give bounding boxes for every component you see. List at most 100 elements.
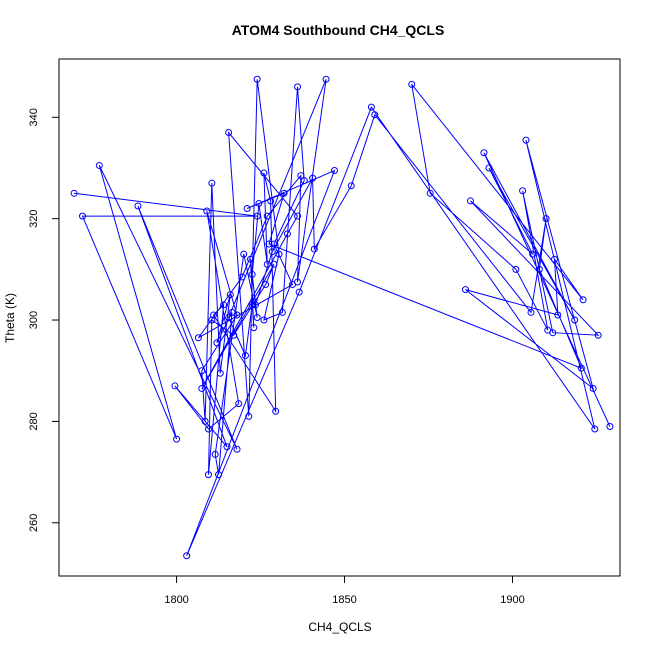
data-point: [194, 334, 202, 342]
data-point: [204, 471, 212, 479]
data-point: [235, 400, 243, 408]
data-point: [272, 407, 280, 415]
x-tick-label: 1850: [332, 594, 356, 606]
data-point: [250, 324, 258, 332]
data-point: [201, 417, 209, 425]
data-point: [211, 450, 219, 458]
data-point: [225, 314, 233, 321]
y-tick-label: 300: [28, 311, 40, 329]
series-layer: [70, 75, 614, 560]
data-point: [294, 212, 302, 220]
chart-title: ATOM4 Southbound CH4_QCLS: [232, 22, 445, 38]
data-point: [330, 167, 338, 175]
data-point: [283, 230, 291, 238]
data-point: [208, 316, 216, 324]
series-line: [74, 79, 611, 556]
data-point: [230, 331, 238, 339]
data-point: [215, 471, 223, 479]
data-point: [262, 281, 270, 289]
data-point: [278, 308, 286, 316]
data-point: [297, 172, 305, 180]
data-point: [263, 260, 271, 268]
data-point: [95, 161, 103, 169]
data-point: [70, 189, 78, 197]
data-point: [203, 207, 211, 215]
data-point: [270, 240, 278, 248]
data-point: [253, 212, 261, 220]
data-point: [216, 369, 224, 377]
x-axis: 1800 1850 1900: [164, 576, 525, 606]
data-point: [233, 445, 241, 453]
data-point: [594, 331, 602, 339]
data-point: [265, 240, 273, 248]
data-point: [208, 179, 216, 187]
data-point: [579, 296, 587, 304]
data-point: [183, 552, 191, 560]
data-point: [310, 245, 318, 253]
data-point: [253, 314, 261, 321]
data-point: [198, 384, 206, 392]
data-point: [79, 212, 87, 220]
data-point: [228, 308, 236, 316]
y-tick-label: 280: [28, 412, 40, 430]
data-point: [280, 189, 288, 197]
data-point: [173, 435, 181, 443]
y-axis: 260 280 300 320 340: [28, 108, 59, 532]
data-point: [226, 291, 234, 299]
data-point: [300, 177, 308, 185]
data-point: [371, 111, 379, 119]
data-point: [220, 301, 228, 309]
data-point: [246, 255, 254, 263]
data-point: [529, 250, 537, 258]
data-point: [589, 384, 597, 392]
data-point: [294, 278, 302, 286]
plot-frame: [58, 58, 621, 577]
data-point: [467, 197, 475, 205]
data-point: [522, 136, 530, 144]
data-point: [171, 382, 179, 390]
data-point: [527, 308, 535, 316]
data-point: [426, 189, 434, 197]
data-point: [225, 128, 233, 136]
data-point: [591, 425, 599, 433]
data-point: [571, 316, 579, 324]
data-point: [223, 443, 231, 451]
data-point: [577, 364, 585, 372]
data-point: [542, 215, 550, 223]
data-point: [248, 270, 256, 278]
y-tick-label: 320: [28, 209, 40, 227]
data-point: [549, 329, 557, 337]
data-point: [461, 286, 469, 294]
data-point: [322, 75, 330, 83]
data-point: [198, 367, 206, 375]
data-point: [480, 149, 488, 157]
data-point: [367, 103, 375, 111]
data-point: [519, 187, 527, 195]
data-point: [512, 265, 520, 273]
data-point: [241, 352, 249, 360]
data-point: [243, 205, 251, 213]
data-point: [294, 83, 302, 91]
x-tick-label: 1800: [164, 594, 188, 606]
y-tick-label: 260: [28, 514, 40, 532]
data-point: [408, 80, 416, 88]
x-axis-label: CH4_QCLS: [308, 620, 371, 634]
data-point: [245, 412, 253, 420]
data-point: [263, 212, 271, 220]
data-point: [535, 265, 543, 273]
y-axis-label: Theta (K): [3, 293, 17, 343]
data-point: [248, 301, 256, 309]
data-point: [204, 425, 212, 433]
x-tick-label: 1900: [500, 594, 524, 606]
data-point: [240, 250, 248, 258]
data-point: [268, 248, 276, 256]
data-point: [606, 422, 614, 430]
data-point: [238, 273, 246, 281]
data-point: [485, 164, 493, 172]
data-point: [295, 288, 303, 296]
data-point: [267, 197, 275, 205]
data-point: [275, 250, 283, 258]
data-point: [260, 316, 268, 324]
